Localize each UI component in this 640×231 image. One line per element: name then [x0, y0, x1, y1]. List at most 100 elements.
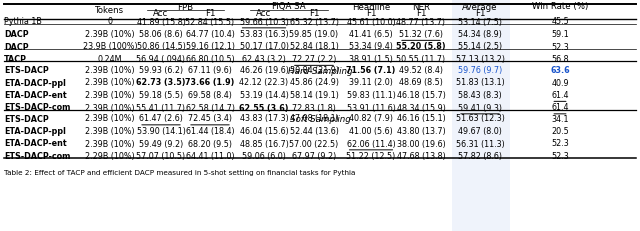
- Text: 52.3: 52.3: [551, 140, 569, 149]
- Text: 71.56 (7.1): 71.56 (7.1): [346, 66, 396, 75]
- Text: 48.77 (13.7): 48.77 (13.7): [397, 18, 445, 27]
- Text: 46.18 (15.7): 46.18 (15.7): [397, 91, 445, 100]
- Text: 48.34 (15.9): 48.34 (15.9): [397, 103, 445, 112]
- Text: 2.39B (10%): 2.39B (10%): [85, 127, 135, 136]
- Text: 41.41 (6.5): 41.41 (6.5): [349, 30, 393, 39]
- Text: 59.49 (9.2): 59.49 (9.2): [139, 140, 183, 149]
- Text: 59.93 (6.2): 59.93 (6.2): [139, 66, 183, 75]
- Text: 45.5: 45.5: [551, 18, 569, 27]
- Text: ETA-DACP-ppl: ETA-DACP-ppl: [4, 127, 66, 136]
- Text: Pythia 1B: Pythia 1B: [4, 18, 42, 27]
- Text: 59.85 (19.0): 59.85 (19.0): [289, 30, 339, 39]
- Text: 51.32 (7.6): 51.32 (7.6): [399, 30, 443, 39]
- Text: 59.16 (12.1): 59.16 (12.1): [186, 43, 234, 52]
- Text: 61.4: 61.4: [551, 103, 569, 112]
- Text: ETS-DACP: ETS-DACP: [4, 66, 49, 75]
- Text: 2.39B (10%): 2.39B (10%): [85, 79, 135, 88]
- Text: 55.41 (11.7): 55.41 (11.7): [136, 103, 186, 112]
- Text: Table 2: Effect of TACP and efficient DACP measured in 5-shot setting on financi: Table 2: Effect of TACP and efficient DA…: [4, 170, 355, 176]
- Text: DACP: DACP: [4, 43, 29, 52]
- Text: 50.55 (11.7): 50.55 (11.7): [396, 55, 445, 64]
- Text: 69.58 (8.4): 69.58 (8.4): [188, 91, 232, 100]
- Text: 50.86 (14.5): 50.86 (14.5): [136, 43, 186, 52]
- Text: Soft Sampling: Soft Sampling: [290, 115, 350, 124]
- Text: 54.34 (8.9): 54.34 (8.9): [458, 30, 502, 39]
- Text: 67.97 (9.2): 67.97 (9.2): [292, 152, 336, 161]
- Text: 56.94 (.094): 56.94 (.094): [136, 55, 186, 64]
- Text: 61.4: 61.4: [551, 91, 569, 100]
- Text: 50.84 (21.9): 50.84 (21.9): [289, 66, 339, 75]
- Text: 2.39B (10%): 2.39B (10%): [85, 66, 135, 75]
- Text: 46.16 (15.1): 46.16 (15.1): [397, 115, 445, 124]
- Text: 0: 0: [108, 18, 113, 27]
- Text: Tokens: Tokens: [95, 6, 125, 15]
- Text: FPB: FPB: [177, 3, 193, 12]
- Text: 62.43 (3.2): 62.43 (3.2): [242, 55, 286, 64]
- Text: 65.32 (13.7): 65.32 (13.7): [289, 18, 339, 27]
- Text: Hard Sampling: Hard Sampling: [288, 67, 352, 76]
- Text: F1: F1: [365, 9, 376, 18]
- Text: 62.06 (11.4): 62.06 (11.4): [347, 140, 396, 149]
- Text: F1: F1: [416, 9, 426, 18]
- Text: Headline: Headline: [352, 3, 390, 12]
- Text: 45.86 (24.9): 45.86 (24.9): [289, 79, 339, 88]
- Text: Average: Average: [462, 3, 498, 12]
- Text: 53.83 (16.3): 53.83 (16.3): [239, 30, 289, 39]
- Text: 51.22 (12.5): 51.22 (12.5): [346, 152, 396, 161]
- Text: 52.3: 52.3: [551, 43, 569, 52]
- Text: 52.84 (15.5): 52.84 (15.5): [186, 18, 235, 27]
- Text: 46.26 (19.6): 46.26 (19.6): [239, 66, 289, 75]
- Text: 47.68 (13.8): 47.68 (13.8): [397, 152, 445, 161]
- Text: 49.67 (8.0): 49.67 (8.0): [458, 127, 502, 136]
- Text: 57.13 (13.2): 57.13 (13.2): [456, 55, 504, 64]
- Text: 63.6: 63.6: [550, 66, 570, 75]
- Text: 59.83 (11.1): 59.83 (11.1): [347, 91, 396, 100]
- Text: F1: F1: [475, 9, 485, 18]
- Text: 47.08 (18.1): 47.08 (18.1): [290, 115, 339, 124]
- Text: F1: F1: [205, 9, 215, 18]
- Text: NER: NER: [412, 3, 430, 12]
- Text: 64.77 (10.4): 64.77 (10.4): [186, 30, 234, 39]
- Text: 38.91 (1.5): 38.91 (1.5): [349, 55, 393, 64]
- Text: 56.8: 56.8: [551, 55, 569, 64]
- Text: ETA-DACP-ent: ETA-DACP-ent: [4, 140, 67, 149]
- Text: 34.1: 34.1: [551, 115, 569, 124]
- Text: 45.61 (10.0): 45.61 (10.0): [347, 18, 396, 27]
- Text: 53.34 (9.4): 53.34 (9.4): [349, 43, 393, 52]
- Text: 40.82 (7.9): 40.82 (7.9): [349, 115, 393, 124]
- Text: 62.55 (3.6): 62.55 (3.6): [239, 103, 289, 112]
- Text: 23.9B (100%): 23.9B (100%): [83, 43, 138, 52]
- Text: F1: F1: [308, 9, 319, 18]
- Text: 52.3: 52.3: [551, 152, 569, 161]
- Text: 59.18 (5.5): 59.18 (5.5): [139, 91, 183, 100]
- Text: 2.39B (10%): 2.39B (10%): [85, 30, 135, 39]
- Text: 41.89 (15.8): 41.89 (15.8): [136, 18, 186, 27]
- Text: 58.43 (8.3): 58.43 (8.3): [458, 91, 502, 100]
- Text: 40.9: 40.9: [551, 79, 569, 88]
- Text: 20.5: 20.5: [551, 127, 569, 136]
- Text: ETS-DACP-com: ETS-DACP-com: [4, 103, 70, 112]
- Text: DACP: DACP: [4, 30, 29, 39]
- Text: ETS-DACP-com: ETS-DACP-com: [4, 152, 70, 161]
- Text: 2.39B (10%): 2.39B (10%): [85, 140, 135, 149]
- Text: 53.90 (14.1): 53.90 (14.1): [136, 127, 186, 136]
- Text: 53.19 (14.4): 53.19 (14.4): [239, 91, 289, 100]
- Text: 48.85 (16.7): 48.85 (16.7): [239, 140, 289, 149]
- Text: 41.00 (5.6): 41.00 (5.6): [349, 127, 393, 136]
- Text: 72.27 (2.2): 72.27 (2.2): [292, 55, 336, 64]
- Text: 58.06 (8.6): 58.06 (8.6): [139, 30, 183, 39]
- Text: 73.66 (1.9): 73.66 (1.9): [186, 79, 235, 88]
- Text: 48.69 (8.5): 48.69 (8.5): [399, 79, 443, 88]
- Text: FiQA SA: FiQA SA: [272, 3, 306, 12]
- Text: 58.14 (19.1): 58.14 (19.1): [289, 91, 339, 100]
- Text: Acc: Acc: [257, 9, 271, 18]
- Text: 61.44 (18.4): 61.44 (18.4): [186, 127, 234, 136]
- Text: 55.20 (5.8): 55.20 (5.8): [396, 43, 446, 52]
- Text: 39.11 (2.0): 39.11 (2.0): [349, 79, 393, 88]
- Text: 72.83 (1.8): 72.83 (1.8): [292, 103, 336, 112]
- Text: ETS-DACP: ETS-DACP: [4, 115, 49, 124]
- Text: 2.39B (10%): 2.39B (10%): [85, 103, 135, 112]
- Text: 52.84 (18.1): 52.84 (18.1): [289, 43, 339, 52]
- Text: 46.04 (15.6): 46.04 (15.6): [239, 127, 289, 136]
- Text: 49.52 (8.4): 49.52 (8.4): [399, 66, 443, 75]
